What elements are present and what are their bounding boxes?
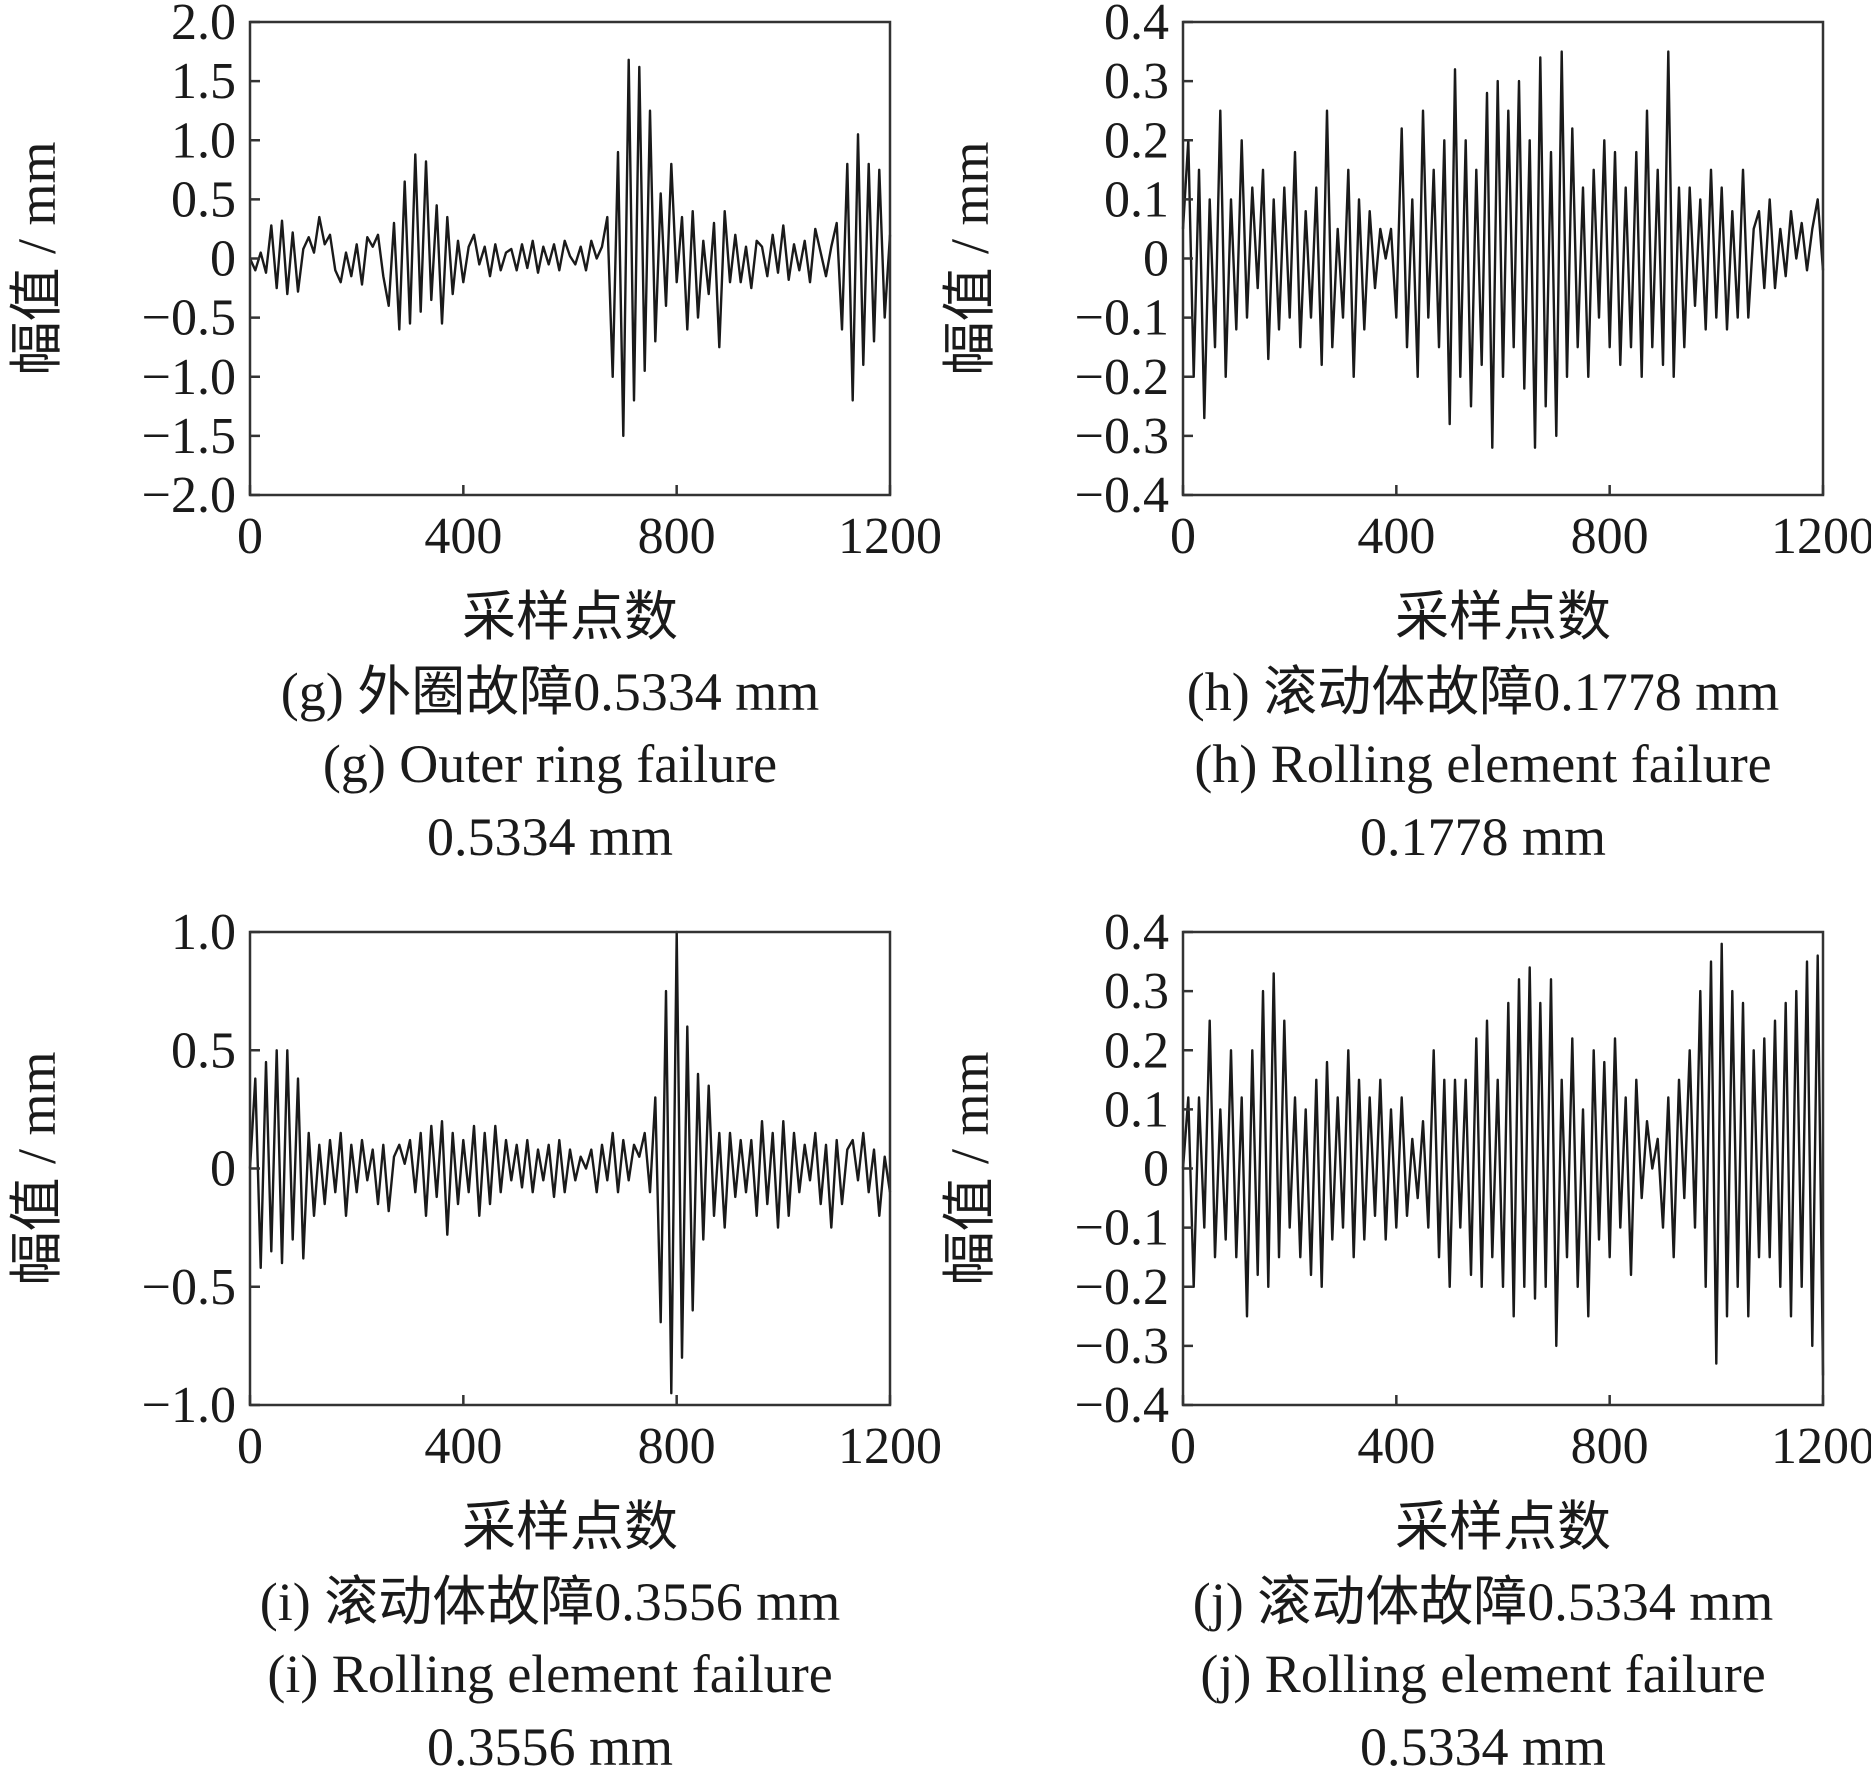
y-axis-label-h: 幅值 / mm: [940, 141, 1000, 375]
y-tick-label-g: −0.5: [142, 290, 236, 347]
y-tick-label-g: −2.0: [142, 467, 236, 524]
x-tick-label-j: 0: [1170, 1418, 1196, 1475]
caption-line-j-3: 0.5334 mm: [1360, 1717, 1606, 1777]
y-tick-label-g: 1.5: [171, 53, 236, 110]
series-line-i: [248, 930, 892, 1395]
y-axis-label-i: 幅值 / mm: [7, 1051, 67, 1285]
x-tick-label-g: 0: [237, 508, 263, 565]
y-tick-label-j: 0.4: [1104, 904, 1169, 961]
x-tick-label-g: 800: [638, 508, 716, 565]
y-tick-label-g: 0.5: [171, 171, 236, 228]
series-line-h: [1181, 50, 1825, 449]
plot-frame-h: [1181, 20, 1825, 497]
y-tick-label-j: 0.1: [1104, 1081, 1169, 1138]
y-tick-label-i: −0.5: [142, 1259, 236, 1316]
y-tick-label-i: 0.5: [171, 1022, 236, 1079]
x-axis-label-h: 采样点数: [1395, 587, 1611, 647]
y-tick-label-g: 1.0: [171, 112, 236, 169]
y-tick-label-j: −0.3: [1075, 1318, 1169, 1375]
x-tick-label-i: 0: [237, 1418, 263, 1475]
y-tick-label-h: 0: [1143, 231, 1169, 288]
y-tick-label-i: −1.0: [142, 1377, 236, 1434]
caption-line-i-1: (i) 滚动体故障0.3556 mm: [260, 1572, 840, 1632]
y-axis-label-g: 幅值 / mm: [7, 141, 67, 375]
y-tick-label-j: −0.2: [1075, 1259, 1169, 1316]
x-tick-label-j: 400: [1357, 1418, 1435, 1475]
y-tick-label-h: −0.3: [1075, 408, 1169, 465]
x-tick-label-h: 400: [1357, 508, 1435, 565]
y-tick-label-g: 0: [210, 231, 236, 288]
y-tick-label-h: 0.2: [1104, 112, 1169, 169]
x-tick-label-h: 0: [1170, 508, 1196, 565]
caption-line-h-3: 0.1778 mm: [1360, 807, 1606, 867]
y-tick-label-g: −1.0: [142, 349, 236, 406]
x-tick-label-g: 1200: [838, 508, 942, 565]
caption-line-g-1: (g) 外圈故障0.5334 mm: [281, 662, 819, 722]
y-tick-label-h: 0.3: [1104, 53, 1169, 110]
y-axis-label-j: 幅值 / mm: [940, 1051, 1000, 1285]
y-tick-label-i: 1.0: [171, 904, 236, 961]
caption-line-h-1: (h) 滚动体故障0.1778 mm: [1187, 662, 1779, 722]
caption-line-h-2: (h) Rolling element failure: [1194, 734, 1771, 794]
y-tick-label-j: −0.1: [1075, 1200, 1169, 1257]
series-line-g: [248, 58, 892, 438]
x-tick-label-g: 400: [424, 508, 502, 565]
x-tick-label-i: 400: [424, 1418, 502, 1475]
y-tick-label-j: 0: [1143, 1141, 1169, 1198]
series-line-j: [1181, 942, 1825, 1376]
x-axis-label-i: 采样点数: [462, 1497, 678, 1557]
caption-line-g-3: 0.5334 mm: [427, 807, 673, 867]
chart-j: 0.40.30.20.10−0.1−0.2−0.3−0.40 400 800 1200…: [940, 904, 1871, 1777]
chart-h: 0.40.30.20.10−0.1−0.2−0.3−0.40 400 800 1200…: [940, 0, 1871, 867]
x-axis-label-j: 采样点数: [1395, 1497, 1611, 1557]
x-tick-label-j: 800: [1571, 1418, 1649, 1475]
caption-line-i-2: (i) Rolling element failure: [267, 1644, 832, 1704]
x-axis-label-g: 采样点数: [462, 587, 678, 647]
y-tick-label-i: 0: [210, 1141, 236, 1198]
y-tick-label-h: 0.4: [1104, 0, 1169, 51]
y-tick-label-j: 0.3: [1104, 963, 1169, 1020]
x-tick-label-h: 1200: [1771, 508, 1871, 565]
x-tick-label-i: 800: [638, 1418, 716, 1475]
plot-frame-i: [248, 930, 892, 1407]
y-tick-label-h: −0.4: [1075, 467, 1169, 524]
y-tick-label-h: −0.2: [1075, 349, 1169, 406]
x-tick-label-j: 1200: [1771, 1418, 1871, 1475]
x-tick-label-i: 1200: [838, 1418, 942, 1475]
y-tick-label-h: −0.1: [1075, 290, 1169, 347]
y-tick-label-g: −1.5: [142, 408, 236, 465]
caption-line-j-1: (j) 滚动体故障0.5334 mm: [1193, 1572, 1773, 1632]
y-tick-label-j: −0.4: [1075, 1377, 1169, 1434]
y-tick-label-j: 0.2: [1104, 1022, 1169, 1079]
chart-g: 2.01.51.00.50−0.5−1.0−1.5−2.00 400 800 1200…: [7, 0, 942, 867]
x-tick-label-h: 800: [1571, 508, 1649, 565]
caption-line-g-2: (g) Outer ring failure: [323, 734, 777, 794]
y-tick-label-g: 2.0: [171, 0, 236, 51]
caption-line-j-2: (j) Rolling element failure: [1200, 1644, 1765, 1704]
caption-line-i-3: 0.3556 mm: [427, 1717, 673, 1777]
y-tick-label-h: 0.1: [1104, 171, 1169, 228]
plot-frame-j: [1181, 930, 1825, 1407]
